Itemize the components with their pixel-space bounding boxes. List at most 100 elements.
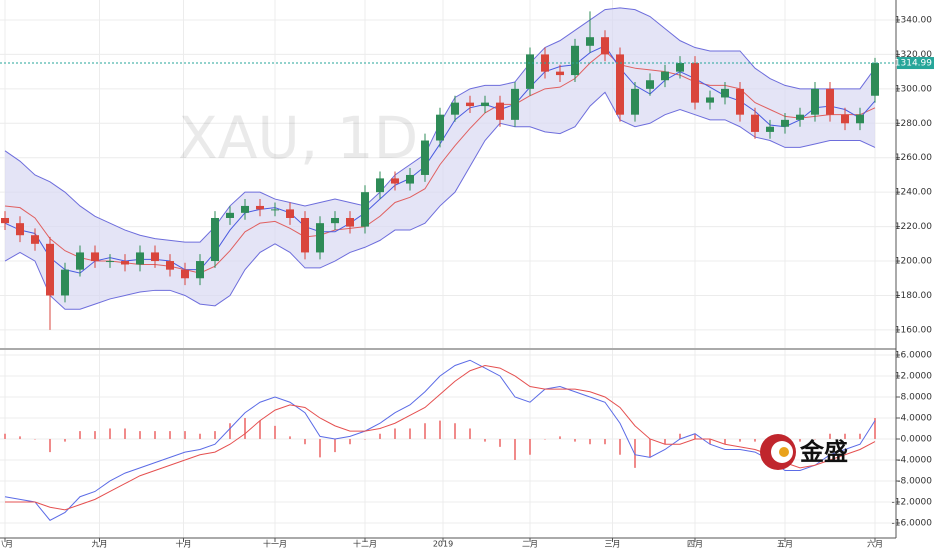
histogram-bar [454, 423, 456, 439]
x-tick-label: 四月 [687, 540, 703, 549]
candle-body [736, 88, 744, 115]
histogram-bar [139, 431, 141, 439]
histogram-bar [319, 438, 321, 458]
histogram-bar [529, 438, 531, 455]
candle-body [226, 212, 234, 218]
candle-body [616, 54, 624, 115]
candle-body [286, 209, 294, 218]
candle-body [406, 174, 414, 184]
y-tick-label: 8.0000 [901, 392, 933, 402]
candle-body [346, 217, 354, 227]
candle-body [436, 114, 444, 141]
histogram-bar [499, 438, 501, 447]
candle-body [751, 114, 759, 132]
candle-body [376, 178, 384, 193]
histogram-bar [364, 438, 366, 440]
y-tick-label: 1280.00 [895, 119, 932, 129]
candle-body [121, 261, 129, 265]
histogram-bar [94, 431, 96, 439]
candle-body [211, 217, 219, 262]
candle-body [451, 102, 459, 115]
histogram-bar [424, 423, 426, 439]
candle-body [481, 102, 489, 107]
band-line [4, 91, 876, 310]
candle-body [136, 252, 144, 265]
x-tick-label: 十月 [176, 539, 192, 549]
candle-body [796, 114, 804, 120]
histogram-bar [544, 438, 546, 440]
x-tick-label: 二月 [522, 540, 538, 549]
histogram-bar [124, 428, 126, 439]
y-tick-label: 1320.00 [895, 50, 932, 60]
histogram-bar [679, 433, 681, 439]
candle-body [631, 88, 639, 115]
candle-body [811, 88, 819, 115]
y-tick-label: 0.0000 [901, 434, 933, 444]
candle-body [871, 63, 879, 96]
y-tick-label: -16.0000 [892, 518, 933, 528]
histogram-bar [724, 438, 726, 445]
candle-body [781, 119, 789, 127]
candle-body [196, 261, 204, 279]
candle-body [391, 178, 399, 184]
candle-body [46, 243, 54, 296]
x-tick-label: 九月 [92, 540, 108, 549]
histogram-bar [334, 438, 336, 453]
candle-body [526, 54, 534, 89]
macd-line [5, 364, 876, 511]
histogram-bar [634, 438, 636, 468]
histogram-bar [739, 438, 741, 442]
candle-body [571, 45, 579, 76]
candle-body [646, 80, 654, 89]
candle-body [706, 97, 714, 103]
histogram-bar [79, 431, 81, 439]
candle-body [361, 192, 369, 227]
candle-body [271, 209, 279, 211]
candle-body [421, 140, 429, 175]
last-price-tag [897, 57, 934, 70]
candle-body [31, 235, 39, 244]
histogram-bar [439, 420, 441, 439]
candle-body [691, 63, 699, 103]
y-tick-label: 1200.00 [895, 257, 932, 267]
histogram-bar [694, 433, 696, 439]
candle-body [301, 217, 309, 253]
histogram-bar [49, 438, 51, 453]
y-tick-label: 1160.00 [895, 325, 932, 335]
y-tick-label: 1300.00 [895, 84, 932, 94]
logo-dot [779, 447, 789, 457]
histogram-bar [484, 438, 486, 442]
candle-body [166, 261, 174, 270]
y-tick-label: -12.0000 [892, 497, 933, 507]
histogram-bar [109, 428, 111, 439]
histogram-bar [214, 431, 216, 439]
histogram-bar [34, 438, 36, 440]
histogram-bar [754, 438, 756, 442]
y-tick-label: 1240.00 [895, 188, 932, 198]
histogram-bar [844, 433, 846, 439]
histogram-bar [409, 428, 411, 439]
histogram-bar [19, 436, 21, 439]
histogram-bar [829, 433, 831, 439]
histogram-bar [619, 438, 621, 455]
band-area [5, 7, 875, 310]
histogram-bar [559, 436, 561, 439]
candle-body [856, 114, 864, 124]
candle-body [181, 269, 189, 279]
histogram-bar [574, 438, 576, 442]
histogram-bar [799, 438, 801, 442]
histogram-bar [664, 438, 666, 445]
candle-body [106, 261, 114, 263]
y-tick-label: 16.0000 [895, 350, 932, 360]
histogram-bar [259, 420, 261, 439]
candle-body [1, 217, 9, 224]
candle-body [241, 205, 249, 213]
histogram-bar [394, 428, 396, 439]
x-tick-label: 十一月 [263, 539, 287, 549]
histogram-bar [199, 433, 201, 439]
y-tick-label: -8.0000 [897, 476, 932, 486]
histogram-bar [184, 431, 186, 439]
histogram-bar [304, 438, 306, 445]
x-tick-label: 十二月 [353, 539, 377, 549]
